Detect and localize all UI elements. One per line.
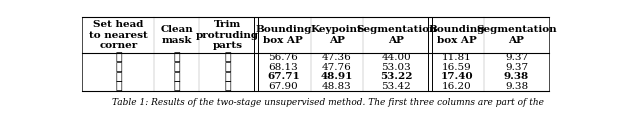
Text: Segmentation
AP: Segmentation AP [356, 25, 436, 45]
Text: 53.03: 53.03 [381, 63, 411, 72]
Text: ✓: ✓ [173, 71, 180, 82]
Text: 9.38: 9.38 [505, 82, 528, 91]
Text: ✗: ✗ [115, 81, 122, 91]
Text: 67.71: 67.71 [267, 72, 300, 81]
Text: 44.00: 44.00 [381, 53, 411, 62]
Text: 48.83: 48.83 [322, 82, 351, 91]
Text: 9.37: 9.37 [505, 63, 528, 72]
Text: Table 1: Results of the two-stage unsupervised method. The first three columns a: Table 1: Results of the two-stage unsupe… [112, 98, 544, 107]
Text: Segmentation
AP: Segmentation AP [476, 25, 557, 45]
Text: Bounding
box AP: Bounding box AP [255, 25, 312, 45]
Text: 47.76: 47.76 [322, 63, 351, 72]
Text: 16.59: 16.59 [442, 63, 472, 72]
Text: 53.22: 53.22 [380, 72, 412, 81]
Text: ✓: ✓ [224, 71, 231, 82]
Text: 9.38: 9.38 [504, 72, 529, 81]
Text: ✓: ✓ [224, 53, 231, 62]
Text: ✗: ✗ [115, 62, 122, 72]
Text: ✗: ✗ [224, 81, 231, 91]
Text: Bounding
box AP: Bounding box AP [429, 25, 485, 45]
Text: ✓: ✓ [115, 53, 122, 62]
Text: ✓: ✓ [173, 81, 180, 91]
Text: 48.91: 48.91 [321, 72, 353, 81]
Text: ✗: ✗ [173, 53, 180, 62]
Text: 56.76: 56.76 [269, 53, 298, 62]
Text: Clean
mask: Clean mask [161, 25, 193, 45]
Text: 16.20: 16.20 [442, 82, 472, 91]
Text: Trim
protruding
parts: Trim protruding parts [196, 20, 259, 50]
Text: ✗: ✗ [173, 62, 180, 72]
Text: 68.13: 68.13 [269, 63, 298, 72]
Text: 17.40: 17.40 [441, 72, 473, 81]
Text: 47.36: 47.36 [322, 53, 351, 62]
Text: Keypoint
AP: Keypoint AP [311, 25, 362, 45]
Text: ✗: ✗ [115, 71, 122, 82]
Text: 67.90: 67.90 [269, 82, 298, 91]
Text: 9.37: 9.37 [505, 53, 528, 62]
Text: Set head
to nearest
corner: Set head to nearest corner [89, 20, 148, 50]
Text: 53.42: 53.42 [381, 82, 411, 91]
Text: ✓: ✓ [224, 62, 231, 72]
Text: 11.81: 11.81 [442, 53, 472, 62]
